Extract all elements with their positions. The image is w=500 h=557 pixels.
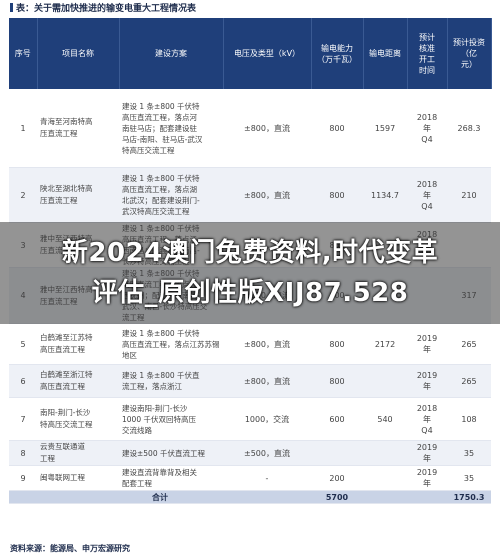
total-invest: 1750.3 (447, 490, 491, 504)
header-row: 序号 项目名称 建设方案 电压及类型（kV） 输电能力 （万千瓦） 输电距离 预计 核准 开工 时间… (9, 18, 492, 89)
table-row: 2 陕北至湖北特高 压直流工程 建设 1 条±800 千伏特 高压直流工程，落点湖 北武汉… (9, 167, 491, 223)
source-note: 资料来源：能源局、申万宏源研究 (10, 544, 130, 553)
cell-name: 白鹤滩至江苏特 高压直流工程 (37, 323, 119, 365)
cell-voltage: ±800，直流 (223, 323, 311, 365)
cell-invest: 108 (447, 397, 491, 441)
cell-time: 2019 年 (407, 465, 447, 491)
cell-invest: 35 (447, 465, 491, 491)
cell-time: 2019 年 (407, 440, 447, 466)
column-header: 建设方案 (119, 18, 224, 89)
table-row: 9 闽粤联网工程 建设直流背靠背及相关 配套工程 -200 2019 年 35 (9, 465, 491, 491)
column-header: 项目名称 (37, 18, 120, 89)
cell-voltage: ±500，直流 (223, 440, 311, 466)
cell-distance: 540 (363, 397, 407, 441)
cell-distance: 1597 (363, 89, 407, 168)
cell-plan: 建设 1 条±800 千伏特 高压直流工程，落点湖 北武汉；配套建设荆门- 武汉特高压… (119, 167, 223, 223)
table-row: 7 南阳-荆门-长沙 特高压交流工程 建设南阳-荆门-长沙 1000 千伏双回特高压 交流… (9, 397, 491, 441)
cell-capacity: 600 (311, 397, 363, 441)
table-row: 5 白鹤滩至江苏特 高压直流工程 建设 1 条±800 千伏特 高压直流工程，落点江苏苏… (9, 323, 491, 365)
overlay-line-1: 新2024澳门兔费资料,时代变革 (61, 238, 439, 268)
caption-text: 表：关于需加快推进的输变电重大工程情况表 (16, 4, 197, 14)
cell-voltage: ±800，直流 (223, 167, 311, 223)
cell-name: 南阳-荆门-长沙 特高压交流工程 (37, 397, 119, 441)
cell-time: 2019 年 (407, 323, 447, 365)
total-capacity: 5700 (311, 490, 363, 504)
cell-time: 2019 年 (407, 364, 447, 398)
cell-no: 1 (9, 89, 37, 168)
cell-no: 9 (9, 465, 37, 491)
cell-capacity: 800 (311, 89, 363, 168)
table-row: 8 云贵互联通道 工程 建设±500 千伏直流工程 ±500，直流 2019 年 35 (9, 440, 491, 466)
cell-no: 8 (9, 440, 37, 466)
cell-no: 5 (9, 323, 37, 365)
overlay-banner (0, 222, 500, 324)
cell-voltage: ±800，直流 (223, 364, 311, 398)
column-header: 序号 (9, 18, 38, 89)
cell-plan: 建设±500 千伏直流工程 (119, 440, 223, 466)
table-row: 6 白鹤滩至浙江特 高压直流工程 建设 1 条±800 千伏直 流工程，落点浙江 ±800… (9, 364, 491, 398)
cell-invest: 265 (447, 323, 491, 365)
cell-capacity: 800 (311, 167, 363, 223)
cell-distance (363, 465, 407, 491)
cell-no: 7 (9, 397, 37, 441)
cell-invest: 265 (447, 364, 491, 398)
total-empty (363, 490, 447, 504)
total-label: 合计 (9, 490, 311, 504)
column-header: 预计投资 （亿 元） (447, 18, 492, 89)
cell-capacity: 800 (311, 364, 363, 398)
cell-voltage: ±800，直流 (223, 89, 311, 168)
cell-name: 云贵互联通道 工程 (37, 440, 119, 466)
cell-distance (363, 440, 407, 466)
cell-plan: 建设 1 条±800 千伏特 高压直流工程，落点河 南驻马店；配套建设驻 马店-南阳、… (119, 89, 223, 168)
cell-capacity: 200 (311, 465, 363, 491)
table-caption: 表：关于需加快推进的输变电重大工程情况表 (10, 2, 196, 16)
column-header: 输电距离 (363, 18, 408, 89)
cell-name: 闽粤联网工程 (37, 465, 119, 491)
cell-voltage: - (223, 465, 311, 491)
cell-invest: 268.3 (447, 89, 491, 168)
cell-plan: 建设 1 条±800 千伏直 流工程，落点浙江 (119, 364, 223, 398)
column-header: 预计 核准 开工 时间 (407, 18, 448, 89)
column-header: 输电能力 （万千瓦） (311, 18, 364, 89)
cell-capacity: 800 (311, 323, 363, 365)
cell-name: 陕北至湖北特高 压直流工程 (37, 167, 119, 223)
cell-distance: 1134.7 (363, 167, 407, 223)
cell-plan: 建设直流背靠背及相关 配套工程 (119, 465, 223, 491)
cell-plan: 建设南阳-荆门-长沙 1000 千伏双回特高压 交流线路 (119, 397, 223, 441)
cell-no: 6 (9, 364, 37, 398)
cell-no: 2 (9, 167, 37, 223)
cell-voltage: 1000，交流 (223, 397, 311, 441)
cell-distance (363, 364, 407, 398)
cell-invest: 35 (447, 440, 491, 466)
overlay-line-2: 评估_原创性版XIJ87.528 (91, 278, 409, 308)
table-row: 1 青海至河南特高 压直流工程 建设 1 条±800 千伏特 高压直流工程，落点河 南驻马… (9, 89, 491, 168)
total-row: 合计 5700 1750.3 (9, 490, 491, 504)
column-header: 电压及类型（kV） (223, 18, 312, 89)
cell-distance: 2172 (363, 323, 407, 365)
cell-name: 青海至河南特高 压直流工程 (37, 89, 119, 168)
cell-plan: 建设 1 条±800 千伏特 高压直流工程，落点江苏苏锡 地区 (119, 323, 223, 365)
cell-name: 白鹤滩至浙江特 高压直流工程 (37, 364, 119, 398)
cell-capacity (311, 440, 363, 466)
cell-invest: 210 (447, 167, 491, 223)
